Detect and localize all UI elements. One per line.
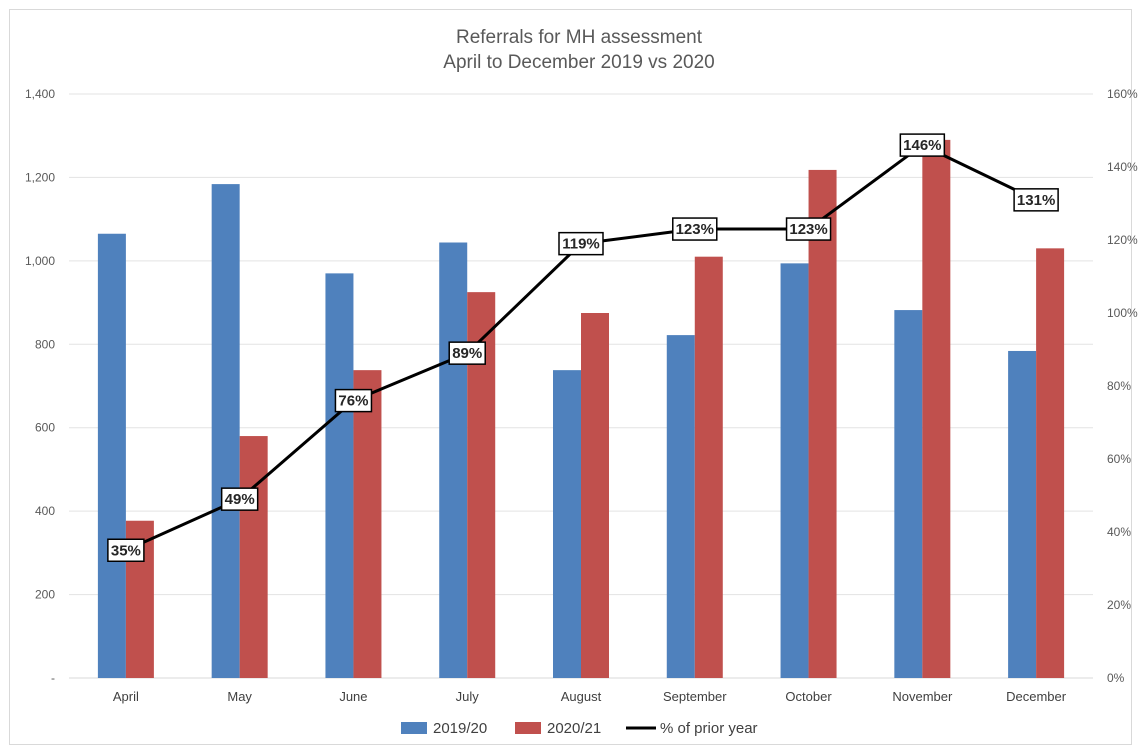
x-tick-label: November <box>892 689 953 704</box>
y-tick-label: 1,200 <box>25 170 55 184</box>
legend-label: 2020/21 <box>547 720 601 737</box>
data-label-box <box>1013 188 1059 212</box>
bar-2020-21-august <box>581 313 609 678</box>
bar-2019-20-december <box>1008 350 1037 678</box>
x-tick-label: September <box>663 689 727 704</box>
data-label-box <box>558 231 604 256</box>
legend-label: % of prior year <box>660 720 758 737</box>
y2-tick-label: 60% <box>1107 452 1131 466</box>
bar-series <box>97 139 1065 679</box>
bar-2020-21-june <box>353 370 382 678</box>
data-label-box <box>785 217 832 241</box>
y2-tick-label: 80% <box>1107 379 1131 393</box>
data-label: 49% <box>225 491 255 508</box>
secondary-axis-ticks: 0% 20% 40% 60% 80% 100% 120% 140% 160% <box>1107 87 1138 685</box>
y2-tick-label: 40% <box>1107 525 1131 539</box>
percent-line-series: 35% 49% 76% 89% 119% 123% 123% 146% 131% <box>107 133 1059 562</box>
y-tick-label: - <box>51 671 55 685</box>
primary-axis-ticks: - 200 400 600 800 1,000 1,200 1,400 <box>25 87 55 685</box>
data-label: 146% <box>903 137 941 154</box>
x-tick-label: May <box>227 689 252 704</box>
bar-2019-20-november <box>894 310 923 678</box>
bar-2020-21-december <box>1036 248 1065 679</box>
x-tick-label: December <box>1006 689 1067 704</box>
data-label: 35% <box>111 542 141 559</box>
bar-2019-20-september <box>666 335 695 678</box>
data-label: 119% <box>562 236 600 253</box>
data-label: 131% <box>1017 192 1055 209</box>
bar-2019-20-april <box>97 233 126 678</box>
data-label-box <box>220 487 259 511</box>
x-tick-label: October <box>785 689 832 704</box>
y-tick-label: 200 <box>35 588 55 602</box>
chart-frame <box>9 9 1132 745</box>
y-tick-label: 1,400 <box>25 87 55 101</box>
bar-2019-20-may <box>211 184 240 679</box>
data-label: 89% <box>452 345 482 362</box>
data-label-box <box>448 341 486 365</box>
bar-2019-20-august <box>553 370 581 678</box>
x-tick-label: August <box>561 689 602 704</box>
bar-2019-20-june <box>325 273 354 678</box>
y-tick-label: 400 <box>35 504 55 518</box>
bar-2020-21-september <box>694 256 723 678</box>
x-tick-label: April <box>113 689 139 704</box>
y-tick-label: 1,000 <box>25 254 55 268</box>
data-label: 123% <box>789 221 827 238</box>
y-tick-label: 600 <box>35 421 55 435</box>
y-tick-label: 800 <box>35 337 55 351</box>
y2-tick-label: 0% <box>1107 671 1125 685</box>
bar-2019-20-october <box>780 263 809 678</box>
bar-2020-21-october <box>808 169 837 679</box>
y2-tick-label: 140% <box>1107 160 1138 174</box>
y2-tick-label: 120% <box>1107 233 1138 247</box>
data-label-box <box>334 388 373 413</box>
legend-label: 2019/20 <box>433 720 487 737</box>
legend-swatch-2019-20 <box>401 722 427 734</box>
x-tick-label: July <box>456 689 480 704</box>
data-label-box <box>672 217 718 241</box>
legend: 2019/20 2020/21 % of prior year <box>401 720 758 737</box>
x-tick-label: June <box>339 689 367 704</box>
bar-2019-20-july <box>439 242 468 678</box>
bar-2020-21-november <box>922 139 951 678</box>
bar-2020-21-may <box>239 436 268 678</box>
data-label-box <box>107 538 145 562</box>
y2-tick-label: 20% <box>1107 598 1131 612</box>
y2-tick-label: 100% <box>1107 306 1138 320</box>
chart-subtitle: April to December 2019 vs 2020 <box>443 52 714 73</box>
data-label: 76% <box>338 393 368 410</box>
legend-swatch-2020-21 <box>515 722 541 734</box>
data-label-box <box>899 133 946 157</box>
data-label: 123% <box>676 221 714 238</box>
category-axis-labels: April May June July August September October No… <box>113 689 1067 704</box>
chart-title: Referrals for MH assessment <box>456 27 703 48</box>
y2-tick-label: 160% <box>1107 87 1138 101</box>
